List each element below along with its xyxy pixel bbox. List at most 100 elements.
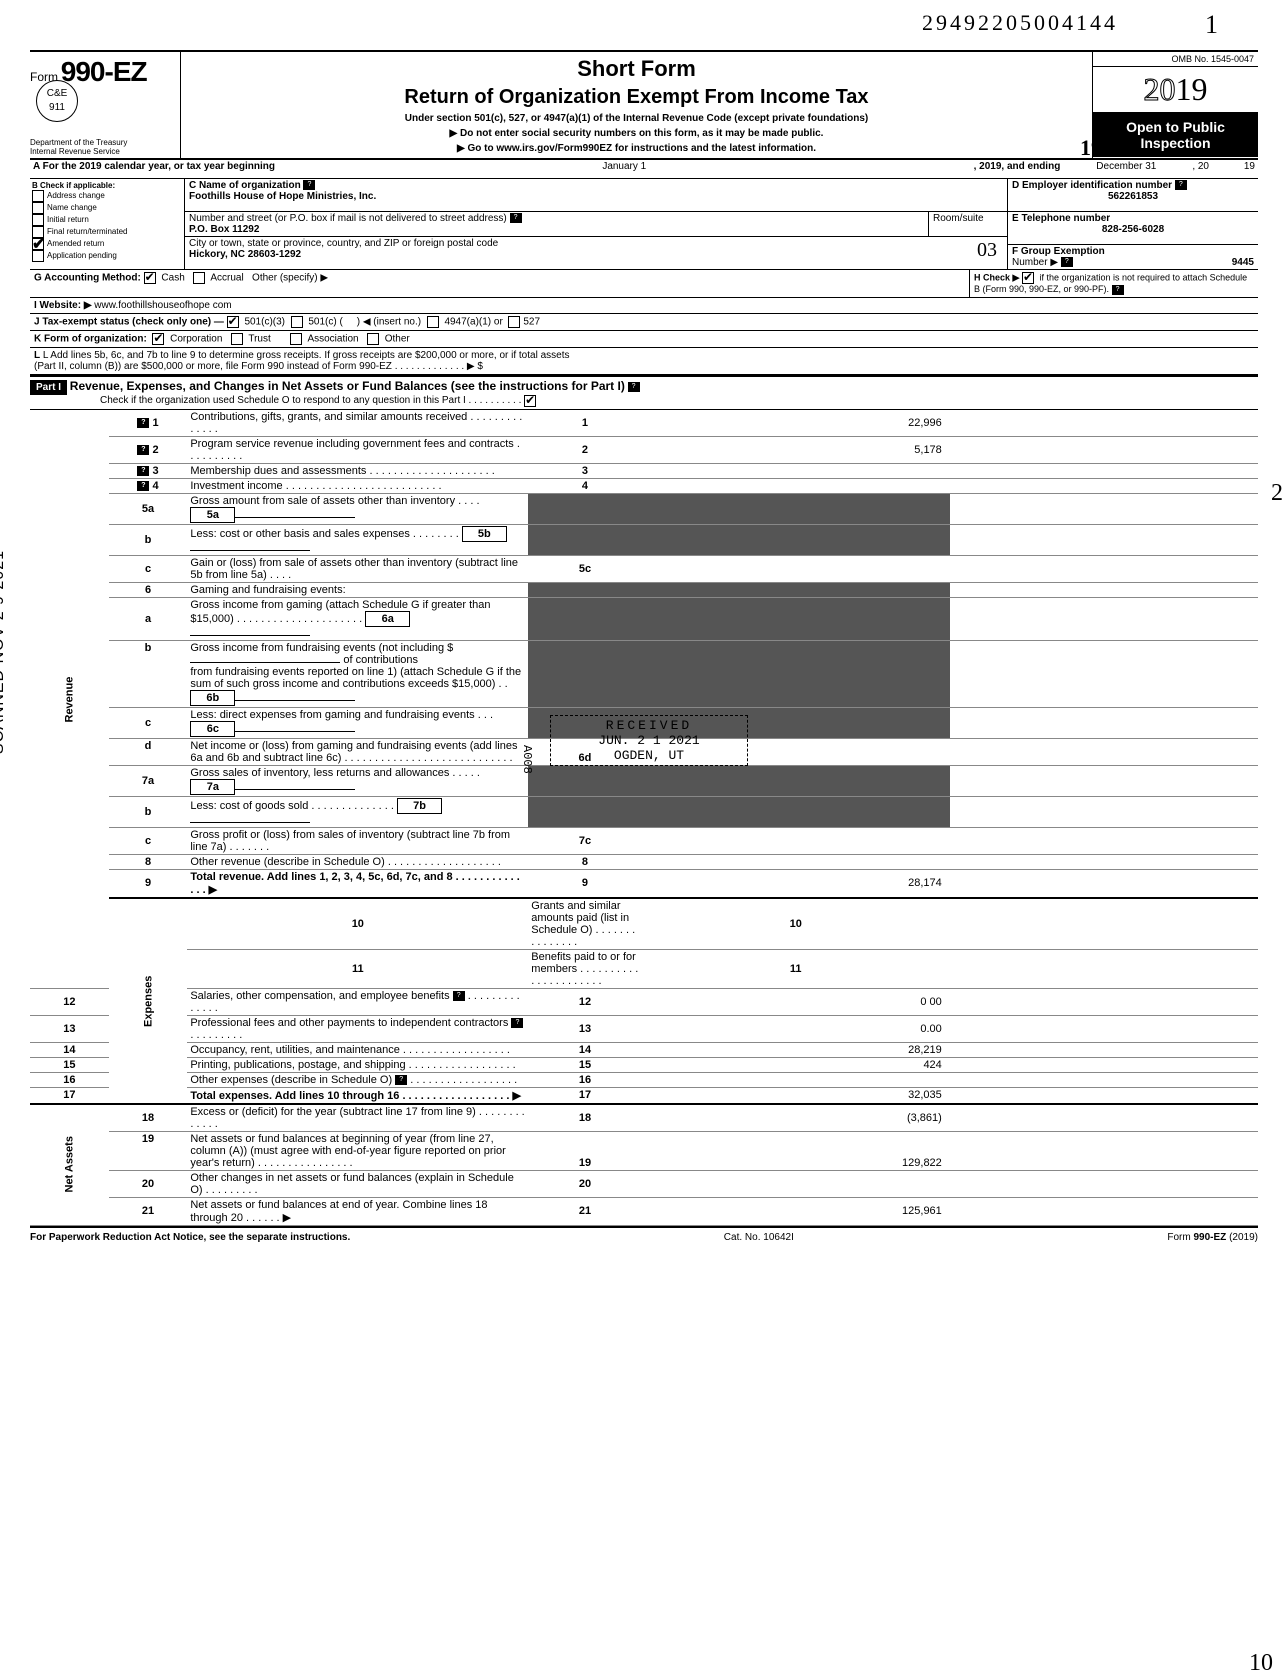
hw-margin-2: 2: [1271, 480, 1283, 507]
header-left: Form 990-EZ C&E 911 Department of the Tr…: [30, 52, 181, 158]
help-icon[interactable]: ?: [303, 180, 315, 190]
column-d-e-f: D Employer identification number ? 56226…: [1007, 179, 1258, 269]
501c3-checkbox[interactable]: [227, 316, 239, 328]
part-1-label: Part I: [30, 380, 67, 395]
footer-cat-no: Cat. No. 10642I: [724, 1232, 794, 1243]
scanned-date-stamp: SCANNED NOV 2 9 2021: [0, 550, 8, 754]
help-icon[interactable]: ?: [137, 466, 149, 476]
ein: 562261853: [1012, 191, 1254, 202]
hw-1912: 1912: [1080, 135, 1124, 161]
h-checkbox[interactable]: [1022, 272, 1034, 284]
4947-checkbox[interactable]: [427, 316, 439, 328]
corp-checkbox[interactable]: [152, 333, 164, 345]
expenses-label: Expenses: [109, 898, 188, 1104]
help-icon[interactable]: ?: [1112, 285, 1124, 295]
department-label: Department of the Treasury Internal Reve…: [30, 138, 127, 156]
line-11-value: [950, 949, 1258, 988]
b-name-change[interactable]: Name change: [32, 202, 182, 214]
row-g-h: G Accounting Method: Cash Accrual Other …: [30, 270, 1258, 298]
page-number-hw: 1: [1205, 10, 1218, 40]
line-4-value: [642, 478, 950, 493]
line-12-value: 0 00: [642, 988, 950, 1015]
section-b-to-f: B Check if applicable: Address change Na…: [30, 179, 1258, 270]
group-exemption: 9445: [1232, 257, 1254, 268]
net-assets-label: Net Assets: [30, 1104, 109, 1226]
dln-number: 29492205004144: [922, 10, 1118, 36]
b-final-return[interactable]: Final return/terminated: [32, 226, 182, 238]
short-form-title: Short Form: [189, 56, 1084, 82]
b-address-change[interactable]: Address change: [32, 190, 182, 202]
part-1-table: Revenue ? 1 Contributions, gifts, grants…: [30, 410, 1258, 1226]
b-label: B Check if applicable:: [32, 181, 182, 190]
row-l: L L Add lines 5b, 6c, and 7b to line 9 t…: [30, 348, 1258, 375]
form-header: Form 990-EZ C&E 911 Department of the Tr…: [30, 50, 1258, 160]
assoc-checkbox[interactable]: [290, 333, 302, 345]
header-mid: Short Form Return of Organization Exempt…: [181, 52, 1092, 158]
527-checkbox[interactable]: [508, 316, 520, 328]
stamp-top: C&E: [47, 88, 68, 99]
cash-checkbox[interactable]: [144, 272, 156, 284]
line-2-value: 5,178: [642, 436, 950, 463]
city-state-zip: Hickory, NC 28603-1292: [189, 249, 301, 260]
help-icon[interactable]: ?: [395, 1075, 407, 1085]
help-icon[interactable]: ?: [1061, 257, 1073, 267]
form-number: 990-EZ: [61, 56, 147, 87]
trust-checkbox[interactable]: [231, 333, 243, 345]
line-3-value: [642, 463, 950, 478]
row-j: J Tax-exempt status (check only one) — 5…: [30, 314, 1258, 331]
room-suite: Room/suite: [928, 212, 1007, 236]
help-icon[interactable]: ?: [510, 213, 522, 223]
instruction-2: ▶ Go to www.irs.gov/Form990EZ for instru…: [189, 143, 1084, 154]
website: www.foothillshouseofhope com: [94, 300, 231, 311]
footer-right: Form 990-EZ (2019): [1167, 1232, 1258, 1243]
help-icon[interactable]: ?: [511, 1018, 523, 1028]
tax-year: 2019: [1093, 67, 1258, 113]
other-checkbox[interactable]: [367, 333, 379, 345]
hw-03: 03: [977, 239, 997, 262]
help-icon[interactable]: ?: [453, 991, 465, 1001]
help-icon[interactable]: ?: [137, 418, 149, 428]
b-amended-return[interactable]: Amended return: [32, 238, 182, 250]
line-7c-value: [642, 827, 950, 854]
subtitle: Under section 501(c), 527, or 4947(a)(1)…: [189, 113, 1084, 124]
hw-margin-10: 10: [1249, 1650, 1273, 1677]
part-1-title: Revenue, Expenses, and Changes in Net As…: [70, 379, 625, 393]
schedule-o-checkbox[interactable]: [524, 395, 536, 407]
footer-left: For Paperwork Reduction Act Notice, see …: [30, 1232, 350, 1243]
receipt-stamp-circle: C&E 911: [36, 80, 78, 122]
help-icon[interactable]: ?: [628, 382, 640, 392]
received-stamp: RECEIVED JUN. 2 1 2021 OGDEN, UT: [550, 715, 748, 766]
line-13-value: 0.00: [642, 1015, 950, 1042]
line-16-value: [642, 1072, 950, 1087]
street-address: P.O. Box 11292: [189, 224, 259, 235]
return-title: Return of Organization Exempt From Incom…: [189, 86, 1084, 109]
line-17-value: 32,035: [642, 1087, 950, 1104]
line-8-value: [642, 854, 950, 869]
a008-stamp: A008: [520, 745, 534, 774]
line-1-value: 22,996: [642, 410, 950, 437]
line-14-value: 28,219: [642, 1042, 950, 1057]
b-application-pending[interactable]: Application pending: [32, 250, 182, 262]
accrual-checkbox[interactable]: [193, 272, 205, 284]
line-21-value: 125,961: [642, 1197, 950, 1225]
row-i-j: I Website: ▶ www.foothillshouseofhope co…: [30, 298, 1258, 314]
instruction-1: ▶ Do not enter social security numbers o…: [189, 128, 1084, 139]
footer: For Paperwork Reduction Act Notice, see …: [30, 1226, 1258, 1243]
line-19-value: 129,822: [642, 1131, 950, 1170]
revenue-label: Revenue: [30, 410, 109, 989]
help-icon[interactable]: ?: [137, 445, 149, 455]
line-5c-value: [642, 555, 950, 582]
501c-checkbox[interactable]: [291, 316, 303, 328]
help-icon[interactable]: ?: [1175, 180, 1187, 190]
column-b-checkboxes: B Check if applicable: Address change Na…: [30, 179, 185, 269]
line-15-value: 424: [642, 1057, 950, 1072]
row-a-tax-year: A For the 2019 calendar year, or tax yea…: [30, 160, 1258, 179]
line-18-value: (3,861): [642, 1104, 950, 1132]
b-initial-return[interactable]: Initial return: [32, 214, 182, 226]
line-20-value: [642, 1170, 950, 1197]
line-10-value: [950, 898, 1258, 950]
part-1-header: Part I Revenue, Expenses, and Changes in…: [30, 375, 1258, 410]
help-icon[interactable]: ?: [137, 481, 149, 491]
column-c-name-address: C Name of organization ? Foothills House…: [185, 179, 1007, 269]
omb-number: OMB No. 1545-0047: [1093, 52, 1258, 67]
